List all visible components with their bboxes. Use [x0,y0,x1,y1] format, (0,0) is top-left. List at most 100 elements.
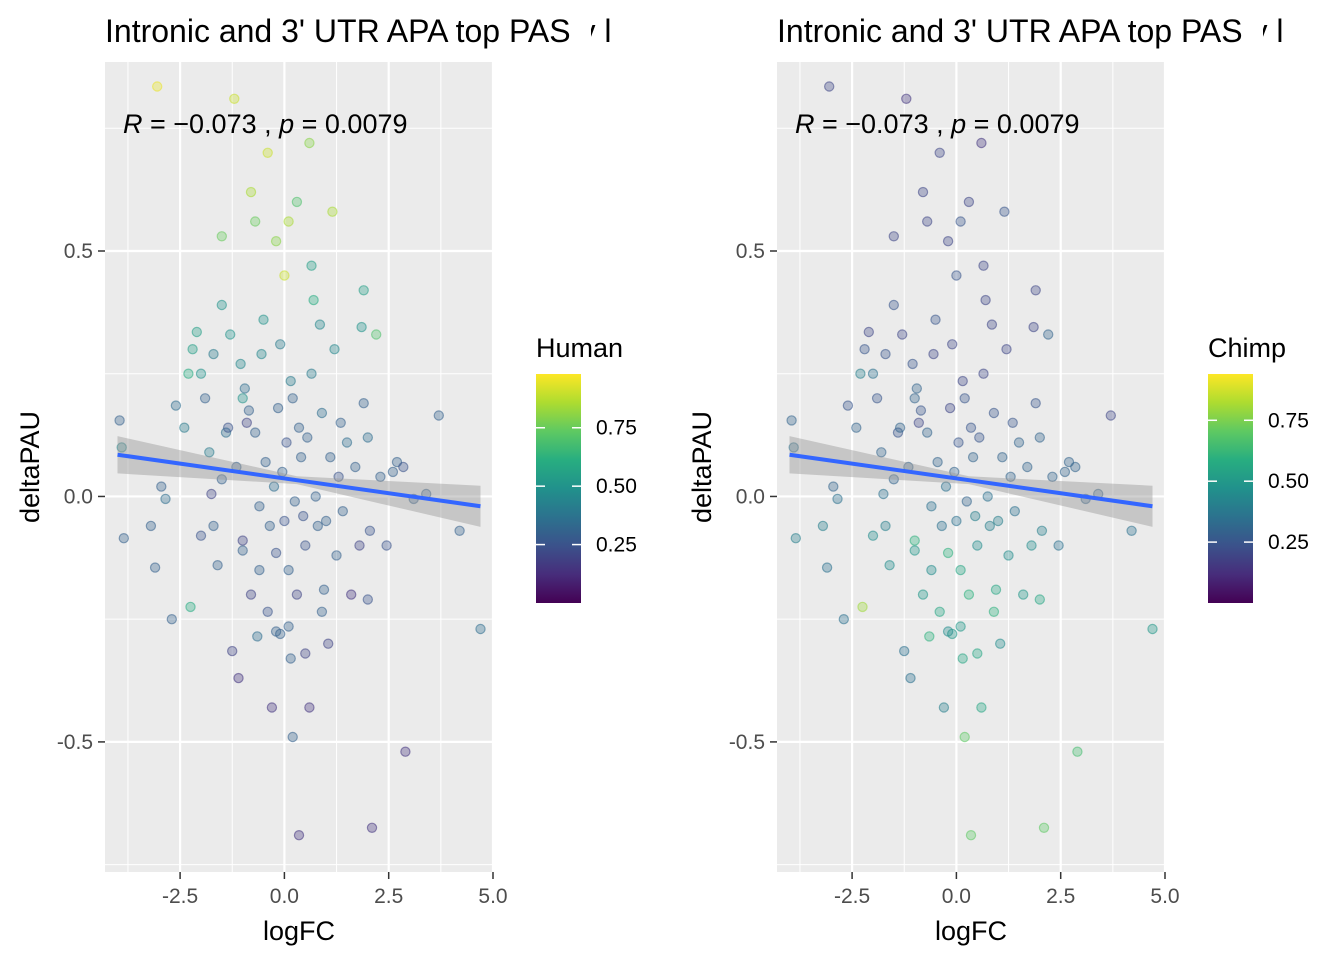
data-point [888,474,900,485]
data-point [341,437,353,448]
data-point [287,731,298,743]
data-point [166,614,177,625]
data-point [1126,525,1137,537]
data-point [258,314,269,325]
data-point [986,319,998,330]
data-point [316,606,328,618]
data-point [965,422,977,433]
annotation-p-value: = 0.0079 [966,109,1079,139]
data-point [327,206,338,217]
legend-tick-label: 0.50 [1268,470,1309,493]
data-point [951,270,962,281]
data-point [1059,466,1071,478]
y-axis-title: deltaPAU [15,411,45,523]
data-point [245,589,257,600]
data-point [270,235,282,247]
data-point [331,550,342,561]
x-tick-label: -2.5 [162,885,198,908]
data-point [229,93,240,105]
data-point [216,299,227,311]
data-point [475,623,486,635]
x-axis-title: logFC [263,916,335,946]
data-point [270,547,282,559]
grid-lines [777,62,1167,872]
data-point [997,452,1008,463]
data-point [291,589,303,600]
data-point [300,540,311,551]
data-point [942,235,954,247]
annotation-r-label: R [123,109,143,139]
data-point [1009,506,1021,517]
data-point [454,525,465,537]
data-point [867,368,879,379]
legend-colorbar [536,374,581,603]
data-point [300,648,311,659]
data-point [252,631,263,642]
data-point [293,830,305,841]
data-point [245,186,257,198]
data-point [116,442,127,453]
data-point [266,702,278,713]
data-point [1042,329,1054,340]
y-axis-title: deltaPAU [687,411,717,523]
data-point [335,417,346,428]
data-point [260,456,271,468]
data-point [855,368,866,379]
legend-title: Human [536,333,623,363]
data-point [1022,461,1033,473]
data-point [974,432,985,443]
data-point [208,520,219,532]
data-point [350,461,361,473]
data-point [398,461,409,473]
data-point [978,260,989,271]
data-point [1038,822,1050,834]
data-point [295,452,307,463]
data-point [346,589,357,600]
data-point [285,375,296,387]
data-point [254,564,265,576]
data-point [790,533,802,544]
data-point [911,383,923,394]
data-point [145,520,157,532]
data-point [185,601,196,613]
data-point [965,830,977,841]
data-point [183,368,194,379]
data-point [951,515,962,527]
data-point [842,400,854,411]
data-point [1047,471,1058,482]
data-point [934,606,945,618]
data-point [387,466,399,478]
data-point [972,648,983,659]
data-point [963,196,975,208]
data-point [233,672,244,684]
legend-tick-label: 0.25 [1268,531,1309,554]
data-point [160,493,171,505]
data-point [1026,540,1037,551]
data-point [222,422,234,433]
data-point [990,584,1002,595]
data-point [1018,589,1029,600]
y-tick-label: 0.0 [736,485,765,508]
grid-lines [105,62,495,872]
legend-tick-label: 0.75 [596,417,637,440]
data-point [283,621,294,632]
data-point [1034,432,1046,443]
data-point [888,299,900,311]
data-point [199,393,211,404]
y-tick-label: -0.5 [729,731,765,754]
y-tick-label: 0.0 [64,485,93,508]
data-point [934,147,945,158]
legend-tick-label: 0.75 [1268,409,1309,432]
data-point [917,186,929,198]
plot-background [777,62,1165,872]
legend-tick-label: 0.50 [596,475,637,498]
y-tick-label: -0.5 [57,731,93,754]
data-point [337,506,348,517]
data-point [888,231,900,242]
data-point [114,415,125,426]
data-point [272,402,284,414]
data-point [170,400,182,411]
data-point [867,530,879,541]
data-point [287,393,298,404]
